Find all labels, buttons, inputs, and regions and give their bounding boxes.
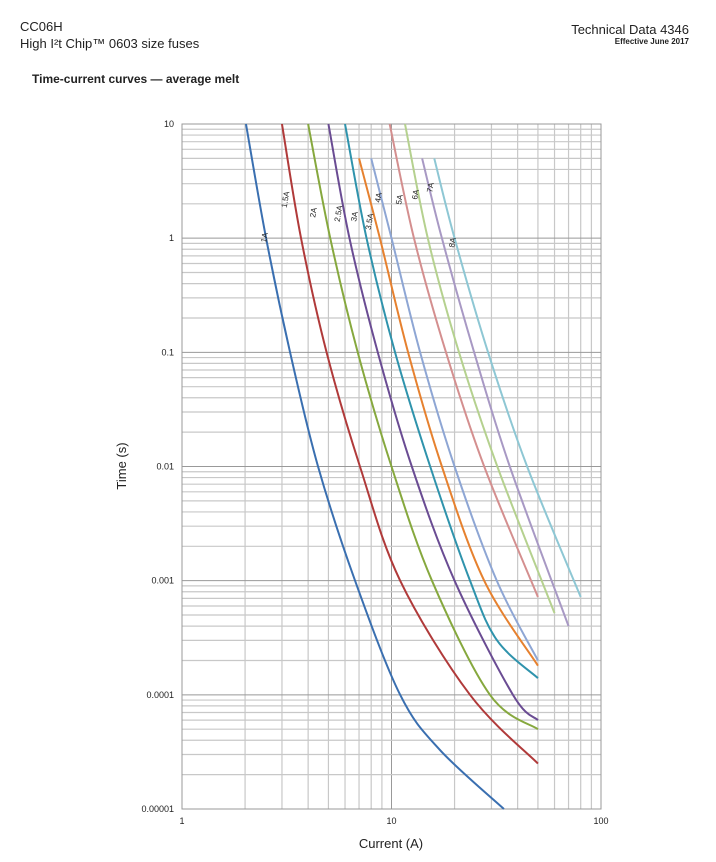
plot-frame — [181, 123, 602, 810]
curve-5a — [388, 123, 539, 598]
curve-7a — [421, 158, 570, 627]
y-tick-label: 0.00001 — [141, 804, 174, 814]
product-code: CC06H — [20, 19, 63, 34]
y-tick-label: 0.1 — [161, 347, 174, 357]
y-tick-label: 10 — [164, 119, 174, 129]
curves: 1A 1.5A 2A 2.5A 3A 3.5A 4A 5A 6A 7A 8A — [244, 123, 582, 810]
curve-label: 3A — [349, 210, 360, 222]
curve-label: 6A — [410, 188, 421, 200]
effective-date: Effective June 2017 — [614, 37, 689, 46]
curve-1a — [244, 123, 505, 810]
curve-1-5a — [280, 123, 539, 765]
product-subtitle: High I²t Chip™ 0603 size fuses — [20, 36, 200, 51]
curve-label: 2A — [308, 206, 319, 218]
y-tick-label: 0.0001 — [146, 690, 174, 700]
curve-3a — [344, 123, 539, 679]
y-tick-label: 0.001 — [151, 576, 174, 586]
x-axis-label: Current (A) — [359, 836, 423, 851]
curve-label: 4A — [373, 191, 384, 203]
x-tick-label: 10 — [386, 816, 396, 826]
tick-labels: 1 10 100 10 1 0.1 0.01 0.001 0.0001 0.00001 — [141, 119, 608, 826]
curve-6a — [404, 123, 556, 614]
x-tick-label: 100 — [593, 816, 608, 826]
curve-label: 2.5A — [333, 204, 345, 222]
curve-label: 3.5A — [364, 212, 376, 230]
curve-label: 5A — [394, 193, 405, 205]
curve-label: 7A — [425, 181, 436, 193]
curve-2a — [307, 123, 539, 731]
y-tick-label: 0.01 — [156, 462, 174, 472]
curve-label: 1.5A — [280, 190, 292, 208]
x-tick-label: 1 — [179, 816, 184, 826]
y-axis-label: Time (s) — [114, 442, 129, 489]
curve-label: 8A — [447, 236, 458, 248]
curve-3-5a — [358, 158, 539, 667]
doc-number: Technical Data 4346 — [571, 22, 689, 37]
grid — [181, 123, 602, 810]
curve-2-5a — [327, 123, 539, 721]
curve-label: 1A — [259, 231, 270, 243]
curve-4a — [370, 158, 539, 661]
curve-8a — [433, 158, 582, 598]
y-tick-label: 1 — [169, 233, 174, 243]
chart-title: Time-current curves — average melt — [32, 72, 240, 86]
